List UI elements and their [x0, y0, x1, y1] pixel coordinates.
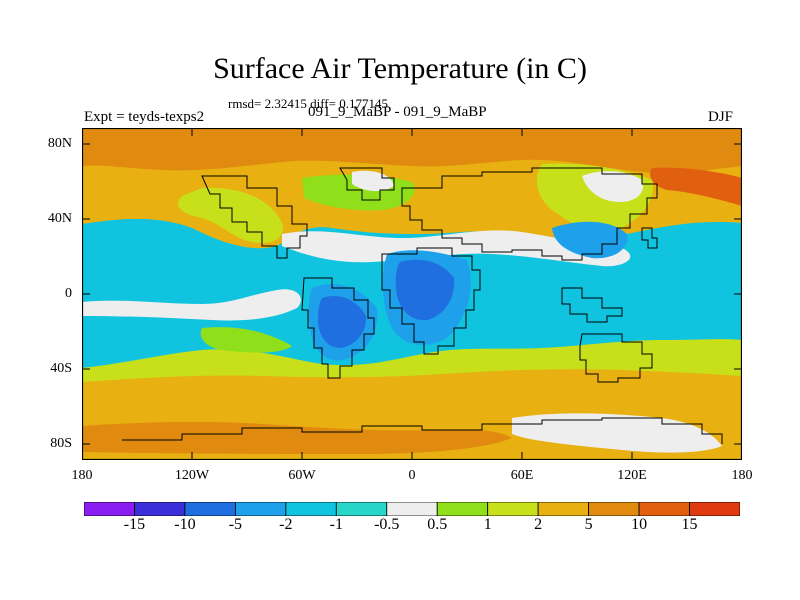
coastline-japan — [641, 227, 658, 249]
colorbar-swatch — [184, 502, 236, 516]
lon-label-120e: 120E — [617, 468, 647, 483]
colorbar-label: -2 — [279, 516, 293, 533]
coastline-antarctica — [122, 417, 723, 444]
field-greenland-neutral — [352, 170, 394, 192]
colorbar-swatch — [335, 502, 388, 516]
coastline-africa — [381, 247, 481, 355]
lat-label-80n: 80N — [47, 136, 72, 151]
colorbar-label: -10 — [174, 516, 196, 533]
coastline-indonesia — [561, 287, 623, 323]
field-shading — [82, 128, 742, 460]
experiment-label: Expt = teyds-texps2 — [84, 109, 205, 125]
lat-label-0: 0 — [65, 286, 72, 301]
temperature-map — [82, 128, 742, 460]
lon-label-120w: 120W — [174, 468, 210, 483]
colorbar-label: -15 — [123, 516, 146, 533]
coastline-north-america — [201, 175, 308, 259]
colorbar-label: 1 — [483, 516, 492, 533]
colorbar-swatch — [487, 502, 539, 516]
colorbar-swatch — [84, 502, 135, 516]
colorbar-swatch — [638, 502, 690, 516]
colorbar-label: -0.5 — [374, 516, 400, 533]
field-south-slight — [200, 327, 292, 353]
case-comparison-label: 091_9_MaBP - 091_9_MaBP — [308, 104, 487, 120]
coastlines — [122, 167, 723, 444]
field-tropics-neutral — [82, 289, 301, 321]
lat-label-40s: 40S — [50, 361, 72, 376]
lon-label-180e: 180 — [731, 468, 753, 483]
colorbar-swatch — [689, 502, 740, 516]
colorbar-label: 10 — [631, 516, 648, 533]
coastline-eurasia — [401, 167, 658, 261]
colorbar-swatch — [436, 502, 489, 516]
field-antarctic-neutral — [512, 413, 722, 453]
field-antarctic-orange — [82, 421, 512, 454]
colorbar — [84, 502, 740, 516]
colorbar-swatch — [588, 502, 640, 516]
lon-label-60w: 60W — [288, 468, 316, 483]
field-north-neutral — [282, 230, 631, 267]
plot-title: Surface Air Temperature (in C) — [213, 52, 587, 85]
lat-label-40n: 40N — [47, 211, 72, 226]
lat-label-80s: 80S — [50, 436, 72, 451]
colorbar-swatch — [285, 502, 337, 516]
lon-label-180w: 180 — [71, 468, 93, 483]
colorbar-label: -1 — [329, 516, 343, 533]
tick-marks — [82, 128, 742, 460]
field-africa-colder — [395, 259, 455, 321]
field-north-mild — [178, 187, 283, 244]
lon-label-0: 0 — [408, 468, 416, 483]
colorbar-label: 5 — [584, 516, 593, 533]
field-arctic-hot — [650, 167, 742, 206]
colorbar-swatch — [386, 502, 438, 516]
coastline-australia — [579, 333, 653, 383]
field-north-orange — [82, 128, 742, 174]
field-siberia-neutral — [582, 171, 644, 202]
colorbar-swatch — [134, 502, 186, 516]
colorbar-label: 15 — [681, 516, 698, 533]
colorbar-label: -5 — [228, 516, 243, 533]
lon-label-60e: 60E — [510, 468, 534, 483]
colorbar-swatch — [234, 502, 287, 516]
stats-line: rmsd= 2.32415 diff= 0.177145 — [228, 96, 388, 111]
colorbar-swatch — [537, 502, 590, 516]
coastline-south-america — [301, 277, 375, 379]
colorbar-label: 2 — [534, 516, 543, 533]
colorbar-label: 0.5 — [427, 516, 448, 533]
season-label: DJF — [708, 109, 734, 125]
field-samerica-colder — [318, 296, 367, 348]
field-asia-cold — [552, 221, 628, 259]
coastline-greenland — [339, 167, 395, 201]
